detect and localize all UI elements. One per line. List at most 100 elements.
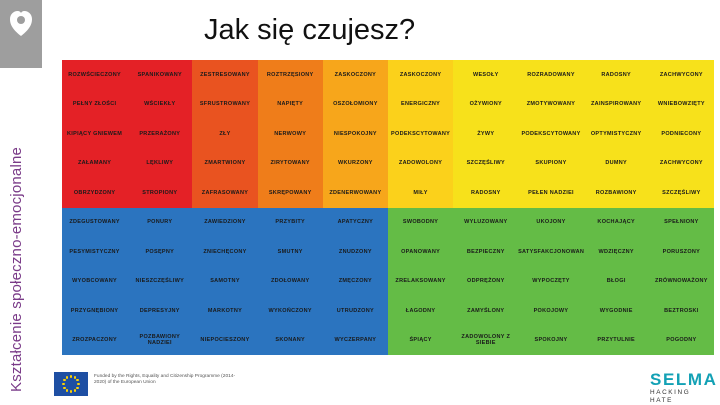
mood-cell[interactable]: ZMOTYWOWANY [518, 89, 584, 119]
mood-cell[interactable]: PODEKSCYTOWANY [387, 119, 454, 149]
mood-cell[interactable]: NERWOWY [257, 119, 323, 149]
mood-cell[interactable]: ROZRADOWANY [518, 60, 584, 90]
mood-cell[interactable]: PEŁNY ZŁOŚCI [62, 89, 128, 119]
mood-cell[interactable]: PRZYGNĘBIONY [62, 296, 128, 326]
mood-cell[interactable]: ZIRYTOWANY [257, 148, 323, 178]
mood-cell[interactable]: UTRUDZONY [322, 296, 388, 326]
mood-cell[interactable]: SPOKOJNY [518, 325, 584, 355]
mood-cell[interactable]: ZDEGUSTOWANY [62, 207, 128, 237]
mood-cell[interactable]: WESOŁY [453, 60, 519, 90]
mood-cell[interactable]: NIESPOKOJNY [322, 119, 388, 149]
mood-cell[interactable]: OPTYMISTYCZNY [583, 119, 649, 149]
mood-cell[interactable]: ŻYWY [453, 119, 519, 149]
mood-cell[interactable]: ZROZPACZONY [62, 325, 128, 355]
mood-cell[interactable]: OBRZYDZONY [62, 178, 128, 208]
mood-cell[interactable]: SKUPIONY [518, 148, 584, 178]
mood-cell[interactable]: PODEKSCYTOWANY [518, 119, 584, 149]
mood-cell[interactable]: WDZIĘCZNY [583, 237, 649, 267]
mood-cell[interactable]: POSĘPNY [127, 237, 193, 267]
mood-cell[interactable]: PRZERAŻONY [127, 119, 193, 149]
mood-cell[interactable]: ZADOWOLONY [387, 148, 454, 178]
mood-cell[interactable]: SWOBODNY [387, 207, 454, 237]
mood-cell[interactable]: ZESTRESOWANY [192, 60, 258, 90]
mood-cell[interactable]: ENERGICZNY [387, 89, 454, 119]
mood-cell[interactable]: BEZTROSKI [648, 296, 714, 326]
mood-cell[interactable]: ZMARTWIONY [192, 148, 258, 178]
mood-cell[interactable]: ZRÓWNOWAŻONY [648, 266, 714, 296]
mood-cell[interactable]: BŁOGI [583, 266, 649, 296]
mood-cell[interactable]: PRZYTULNIE [583, 325, 649, 355]
mood-cell[interactable]: WYCZERPANY [322, 325, 388, 355]
mood-cell[interactable]: USATYSFAKCJONOWANY [518, 237, 584, 267]
mood-cell[interactable]: WKURZONY [322, 148, 388, 178]
mood-cell[interactable]: WYPOCZĘTY [518, 266, 584, 296]
mood-cell[interactable]: ZACHWYCONY [648, 60, 714, 90]
mood-cell[interactable]: APATYCZNY [322, 207, 388, 237]
mood-cell[interactable]: ZADOWOLONY Z SIEBIE [453, 325, 519, 355]
mood-cell[interactable]: RADOSNY [453, 178, 519, 208]
mood-cell[interactable]: PESYMISTYCZNY [62, 237, 128, 267]
mood-cell[interactable]: SKRĘPOWANY [257, 178, 323, 208]
mood-cell[interactable]: UKOJONY [518, 207, 584, 237]
mood-cell[interactable]: PEŁEN NADZIEI [518, 178, 584, 208]
mood-cell[interactable]: SPEŁNIONY [648, 207, 714, 237]
mood-cell[interactable]: DEPRESYJNY [127, 296, 193, 326]
mood-cell[interactable]: LĘKLIWY [127, 148, 193, 178]
mood-cell[interactable]: PODNIECONY [648, 119, 714, 149]
mood-cell[interactable]: WYKOŃCZONY [257, 296, 323, 326]
mood-cell[interactable]: ZNUDZONY [322, 237, 388, 267]
mood-cell[interactable]: OPANOWANY [387, 237, 454, 267]
mood-cell[interactable]: ZNIECHĘCONY [192, 237, 258, 267]
mood-cell[interactable]: ZAMYŚLONY [453, 296, 519, 326]
mood-cell[interactable]: BEZPIECZNY [453, 237, 519, 267]
mood-cell[interactable]: ŁAGODNY [387, 296, 454, 326]
mood-cell[interactable]: ROZBAWIONY [583, 178, 649, 208]
mood-cell[interactable]: ZASKOCZONY [387, 60, 454, 90]
mood-cell[interactable]: ZDOŁOWANY [257, 266, 323, 296]
mood-cell[interactable]: SFRUSTROWANY [192, 89, 258, 119]
mood-cell[interactable]: POZBAWIONY NADZIEI [127, 325, 193, 355]
mood-cell[interactable]: DUMNY [583, 148, 649, 178]
mood-cell[interactable]: MARKOTNY [192, 296, 258, 326]
mood-cell[interactable]: SPANIKOWANY [127, 60, 193, 90]
mood-cell[interactable]: ZAFRASOWANY [192, 178, 258, 208]
mood-cell[interactable]: MIŁY [387, 178, 454, 208]
mood-cell[interactable]: WYGODNIE [583, 296, 649, 326]
mood-cell[interactable]: ZAINSPIROWANY [583, 89, 649, 119]
mood-cell[interactable]: ROZTRZĘSIONY [257, 60, 323, 90]
mood-cell[interactable]: NAPIĘTY [257, 89, 323, 119]
mood-cell[interactable]: POGODNY [648, 325, 714, 355]
mood-cell[interactable]: PORUSZONY [648, 237, 714, 267]
mood-cell[interactable]: SAMOTNY [192, 266, 258, 296]
mood-cell[interactable]: ŚPIĄCY [387, 325, 454, 355]
mood-cell[interactable]: NIEPOCIESZONY [192, 325, 258, 355]
mood-cell[interactable]: ODPRĘŻONY [453, 266, 519, 296]
mood-cell[interactable]: ZMĘCZONY [322, 266, 388, 296]
mood-cell[interactable]: WYLUZOWANY [453, 207, 519, 237]
mood-cell[interactable]: KIPIĄCY GNIEWEM [62, 119, 128, 149]
mood-cell[interactable]: ZACHWYCONY [648, 148, 714, 178]
mood-cell[interactable]: SZCZĘŚLIWY [648, 178, 714, 208]
mood-cell[interactable]: ZASKOCZONY [322, 60, 388, 90]
mood-cell[interactable]: ROZWŚCIECZONY [62, 60, 128, 90]
mood-cell[interactable]: SKONANY [257, 325, 323, 355]
mood-cell[interactable]: STROPIONY [127, 178, 193, 208]
mood-cell[interactable]: KOCHAJĄCY [583, 207, 649, 237]
mood-cell[interactable]: ZŁY [192, 119, 258, 149]
mood-cell[interactable]: SZCZĘŚLIWY [453, 148, 519, 178]
mood-cell[interactable]: ZRELAKSOWANY [387, 266, 454, 296]
mood-cell[interactable]: OŻYWIONY [453, 89, 519, 119]
mood-cell[interactable]: NIESZCZĘŚLIWY [127, 266, 193, 296]
mood-cell[interactable]: WYOBCOWANY [62, 266, 128, 296]
mood-cell[interactable]: PONURY [127, 207, 193, 237]
mood-cell[interactable]: WŚCIEKŁY [127, 89, 193, 119]
mood-cell[interactable]: WNIEBOWZIĘTY [648, 89, 714, 119]
mood-cell[interactable]: ZAŁAMANY [62, 148, 128, 178]
mood-cell[interactable]: SMUTNY [257, 237, 323, 267]
mood-cell[interactable]: PRZYBITY [257, 207, 323, 237]
mood-cell[interactable]: ZDENERWOWANY [322, 178, 388, 208]
mood-cell[interactable]: OSZOŁOMIONY [322, 89, 388, 119]
mood-cell[interactable]: POKOJOWY [518, 296, 584, 326]
mood-cell[interactable]: ZAWIEDZIONY [192, 207, 258, 237]
mood-cell[interactable]: RADOSNY [583, 60, 649, 90]
